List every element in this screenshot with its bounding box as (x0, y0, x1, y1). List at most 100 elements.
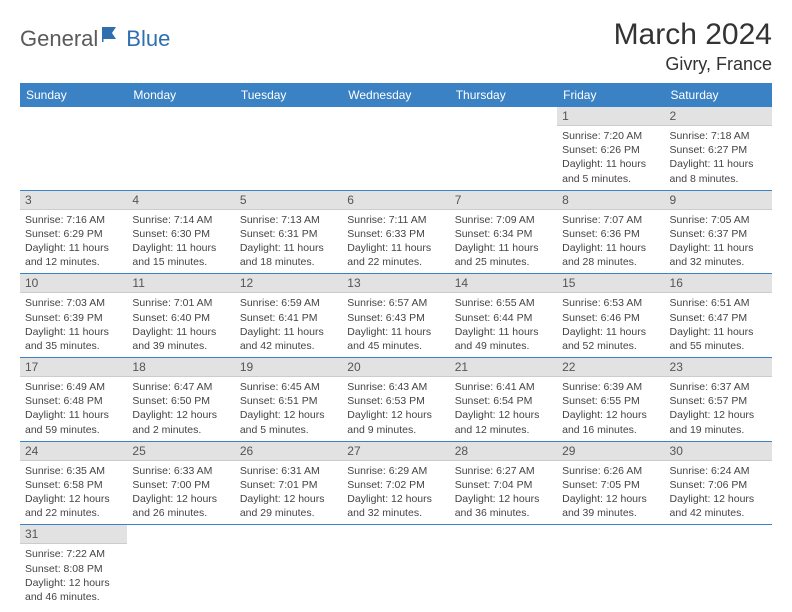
day-number: 27 (342, 442, 449, 461)
calendar-cell: 12Sunrise: 6:59 AMSunset: 6:41 PMDayligh… (235, 274, 342, 358)
day-number: 2 (665, 107, 772, 126)
day-details: Sunrise: 6:24 AMSunset: 7:06 PMDaylight:… (665, 461, 772, 525)
logo-text-blue: Blue (126, 26, 170, 52)
day-number: 9 (665, 191, 772, 210)
calendar-table: SundayMondayTuesdayWednesdayThursdayFrid… (20, 83, 772, 608)
calendar-cell: 10Sunrise: 7:03 AMSunset: 6:39 PMDayligh… (20, 274, 127, 358)
title-block: March 2024 Givry, France (614, 18, 772, 75)
calendar-cell: 1Sunrise: 7:20 AMSunset: 6:26 PMDaylight… (557, 107, 664, 190)
calendar-cell: 11Sunrise: 7:01 AMSunset: 6:40 PMDayligh… (127, 274, 234, 358)
day-details: Sunrise: 6:45 AMSunset: 6:51 PMDaylight:… (235, 377, 342, 441)
day-details: Sunrise: 7:13 AMSunset: 6:31 PMDaylight:… (235, 210, 342, 274)
day-details: Sunrise: 6:29 AMSunset: 7:02 PMDaylight:… (342, 461, 449, 525)
day-number: 30 (665, 442, 772, 461)
day-number: 14 (450, 274, 557, 293)
day-details: Sunrise: 6:49 AMSunset: 6:48 PMDaylight:… (20, 377, 127, 441)
calendar-cell: 26Sunrise: 6:31 AMSunset: 7:01 PMDayligh… (235, 441, 342, 525)
day-header-thursday: Thursday (450, 83, 557, 107)
day-number: 1 (557, 107, 664, 126)
day-details: Sunrise: 6:31 AMSunset: 7:01 PMDaylight:… (235, 461, 342, 525)
day-details: Sunrise: 6:37 AMSunset: 6:57 PMDaylight:… (665, 377, 772, 441)
day-number: 4 (127, 191, 234, 210)
day-details: Sunrise: 6:59 AMSunset: 6:41 PMDaylight:… (235, 293, 342, 357)
day-header-friday: Friday (557, 83, 664, 107)
day-details: Sunrise: 7:11 AMSunset: 6:33 PMDaylight:… (342, 210, 449, 274)
day-details: Sunrise: 6:27 AMSunset: 7:04 PMDaylight:… (450, 461, 557, 525)
day-details: Sunrise: 6:51 AMSunset: 6:47 PMDaylight:… (665, 293, 772, 357)
calendar-cell: 13Sunrise: 6:57 AMSunset: 6:43 PMDayligh… (342, 274, 449, 358)
calendar-row: 1Sunrise: 7:20 AMSunset: 6:26 PMDaylight… (20, 107, 772, 190)
day-number: 29 (557, 442, 664, 461)
day-number: 8 (557, 191, 664, 210)
calendar-cell: 25Sunrise: 6:33 AMSunset: 7:00 PMDayligh… (127, 441, 234, 525)
calendar-cell-empty (450, 525, 557, 608)
day-details: Sunrise: 6:41 AMSunset: 6:54 PMDaylight:… (450, 377, 557, 441)
day-number: 20 (342, 358, 449, 377)
month-title: March 2024 (614, 18, 772, 52)
day-details: Sunrise: 6:43 AMSunset: 6:53 PMDaylight:… (342, 377, 449, 441)
calendar-cell: 16Sunrise: 6:51 AMSunset: 6:47 PMDayligh… (665, 274, 772, 358)
day-details: Sunrise: 7:09 AMSunset: 6:34 PMDaylight:… (450, 210, 557, 274)
calendar-cell: 2Sunrise: 7:18 AMSunset: 6:27 PMDaylight… (665, 107, 772, 190)
day-details: Sunrise: 6:35 AMSunset: 6:58 PMDaylight:… (20, 461, 127, 525)
header: General Blue March 2024 Givry, France (20, 18, 772, 75)
calendar-cell: 23Sunrise: 6:37 AMSunset: 6:57 PMDayligh… (665, 358, 772, 442)
calendar-cell-empty (342, 525, 449, 608)
day-details: Sunrise: 6:39 AMSunset: 6:55 PMDaylight:… (557, 377, 664, 441)
day-details: Sunrise: 6:26 AMSunset: 7:05 PMDaylight:… (557, 461, 664, 525)
calendar-cell-empty (665, 525, 772, 608)
calendar-cell: 5Sunrise: 7:13 AMSunset: 6:31 PMDaylight… (235, 190, 342, 274)
day-number: 11 (127, 274, 234, 293)
day-header-tuesday: Tuesday (235, 83, 342, 107)
day-number: 26 (235, 442, 342, 461)
day-details: Sunrise: 7:22 AMSunset: 8:08 PMDaylight:… (20, 544, 127, 608)
calendar-cell-empty (235, 525, 342, 608)
day-details: Sunrise: 7:03 AMSunset: 6:39 PMDaylight:… (20, 293, 127, 357)
day-details: Sunrise: 6:57 AMSunset: 6:43 PMDaylight:… (342, 293, 449, 357)
calendar-cell: 6Sunrise: 7:11 AMSunset: 6:33 PMDaylight… (342, 190, 449, 274)
day-number: 6 (342, 191, 449, 210)
day-number: 31 (20, 525, 127, 544)
day-details: Sunrise: 7:07 AMSunset: 6:36 PMDaylight:… (557, 210, 664, 274)
calendar-cell-empty (20, 107, 127, 190)
calendar-row: 17Sunrise: 6:49 AMSunset: 6:48 PMDayligh… (20, 358, 772, 442)
calendar-cell-empty (450, 107, 557, 190)
calendar-cell-empty (235, 107, 342, 190)
day-details: Sunrise: 6:53 AMSunset: 6:46 PMDaylight:… (557, 293, 664, 357)
day-details: Sunrise: 6:33 AMSunset: 7:00 PMDaylight:… (127, 461, 234, 525)
flag-icon (102, 25, 124, 48)
day-number: 5 (235, 191, 342, 210)
calendar-cell: 19Sunrise: 6:45 AMSunset: 6:51 PMDayligh… (235, 358, 342, 442)
day-details: Sunrise: 7:05 AMSunset: 6:37 PMDaylight:… (665, 210, 772, 274)
day-header-row: SundayMondayTuesdayWednesdayThursdayFrid… (20, 83, 772, 107)
day-details: Sunrise: 7:16 AMSunset: 6:29 PMDaylight:… (20, 210, 127, 274)
day-number: 13 (342, 274, 449, 293)
day-header-sunday: Sunday (20, 83, 127, 107)
calendar-cell: 8Sunrise: 7:07 AMSunset: 6:36 PMDaylight… (557, 190, 664, 274)
day-number: 21 (450, 358, 557, 377)
day-number: 17 (20, 358, 127, 377)
day-details: Sunrise: 6:55 AMSunset: 6:44 PMDaylight:… (450, 293, 557, 357)
day-details: Sunrise: 7:20 AMSunset: 6:26 PMDaylight:… (557, 126, 664, 190)
day-number: 18 (127, 358, 234, 377)
calendar-cell-empty (342, 107, 449, 190)
calendar-cell: 30Sunrise: 6:24 AMSunset: 7:06 PMDayligh… (665, 441, 772, 525)
calendar-cell-empty (127, 107, 234, 190)
calendar-row: 24Sunrise: 6:35 AMSunset: 6:58 PMDayligh… (20, 441, 772, 525)
day-number: 7 (450, 191, 557, 210)
location: Givry, France (614, 54, 772, 75)
calendar-cell: 31Sunrise: 7:22 AMSunset: 8:08 PMDayligh… (20, 525, 127, 608)
day-number: 28 (450, 442, 557, 461)
logo-text-general: General (20, 26, 98, 52)
calendar-cell: 22Sunrise: 6:39 AMSunset: 6:55 PMDayligh… (557, 358, 664, 442)
day-number: 25 (127, 442, 234, 461)
day-number: 19 (235, 358, 342, 377)
calendar-cell: 20Sunrise: 6:43 AMSunset: 6:53 PMDayligh… (342, 358, 449, 442)
day-number: 10 (20, 274, 127, 293)
day-details: Sunrise: 6:47 AMSunset: 6:50 PMDaylight:… (127, 377, 234, 441)
calendar-cell: 9Sunrise: 7:05 AMSunset: 6:37 PMDaylight… (665, 190, 772, 274)
calendar-cell: 7Sunrise: 7:09 AMSunset: 6:34 PMDaylight… (450, 190, 557, 274)
day-details: Sunrise: 7:01 AMSunset: 6:40 PMDaylight:… (127, 293, 234, 357)
calendar-cell: 14Sunrise: 6:55 AMSunset: 6:44 PMDayligh… (450, 274, 557, 358)
calendar-cell: 21Sunrise: 6:41 AMSunset: 6:54 PMDayligh… (450, 358, 557, 442)
